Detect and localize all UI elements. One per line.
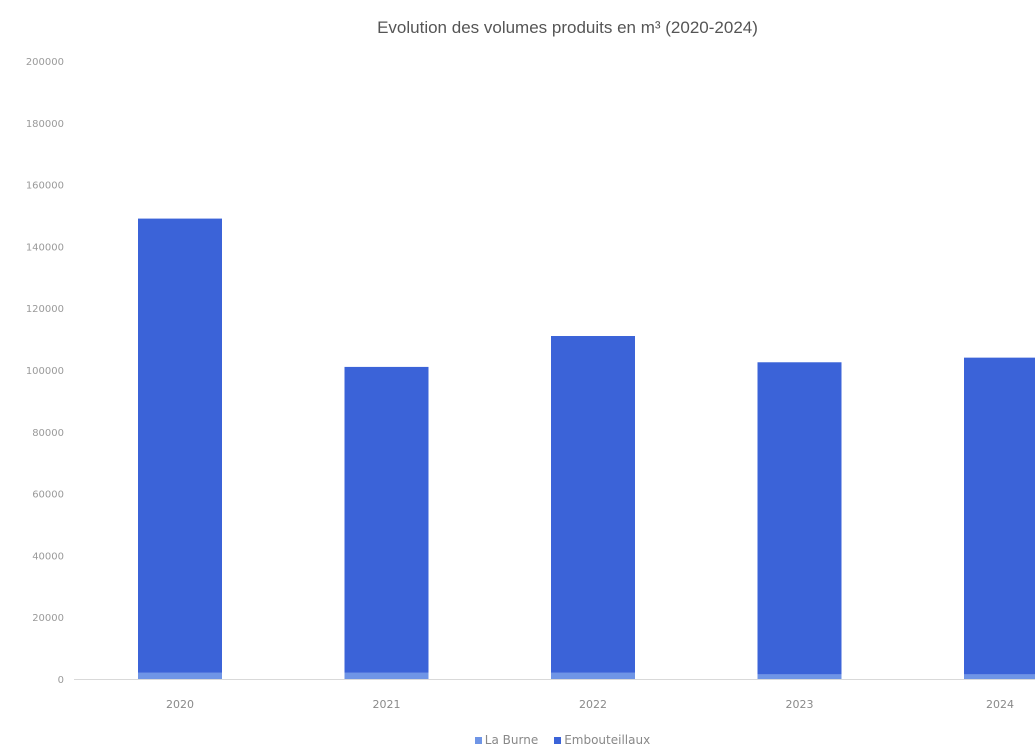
bar-la-burne-2020 — [138, 672, 222, 679]
x-tick-label: 2020 — [166, 698, 194, 711]
y-tick-label: 140000 — [26, 242, 64, 253]
legend: La Burne Embouteillaux — [0, 733, 1035, 747]
y-tick-label: 160000 — [26, 181, 64, 192]
legend-item: Embouteillaux — [554, 733, 650, 747]
bar-la-burne-2023 — [757, 674, 842, 679]
y-tick-label: 0 — [58, 675, 64, 686]
bar-la-burne-2024 — [964, 674, 1035, 679]
x-tick-label: 2023 — [786, 698, 814, 711]
bar-embouteillaux-2020 — [138, 218, 222, 673]
y-tick-label: 80000 — [32, 428, 64, 439]
legend-item: La Burne — [474, 733, 539, 747]
bar-la-burne-2021 — [344, 672, 429, 679]
bar-embouteillaux-2021 — [344, 366, 429, 673]
y-tick-label: 100000 — [26, 366, 64, 377]
y-tick-label: 20000 — [32, 613, 64, 624]
legend-swatch — [474, 737, 482, 744]
bar-embouteillaux-2024 — [964, 357, 1035, 675]
chart-title: Evolution des volumes produits en m³ (20… — [377, 18, 758, 37]
bar-embouteillaux-2023 — [757, 362, 842, 675]
y-tick-label: 200000 — [26, 57, 64, 68]
x-tick-label: 2024 — [986, 698, 1014, 711]
x-tick-label: 2021 — [373, 698, 401, 711]
bar-embouteillaux-2022 — [551, 336, 635, 673]
legend-label: La Burne — [484, 733, 539, 747]
y-tick-label: 40000 — [32, 551, 64, 562]
y-tick-label: 60000 — [32, 490, 64, 501]
y-tick-label: 180000 — [26, 119, 64, 130]
legend-swatch — [554, 737, 562, 744]
bar-la-burne-2022 — [551, 672, 635, 679]
legend-label: Embouteillaux — [564, 733, 651, 747]
y-tick-label: 120000 — [26, 304, 64, 315]
x-tick-label: 2022 — [579, 698, 607, 711]
